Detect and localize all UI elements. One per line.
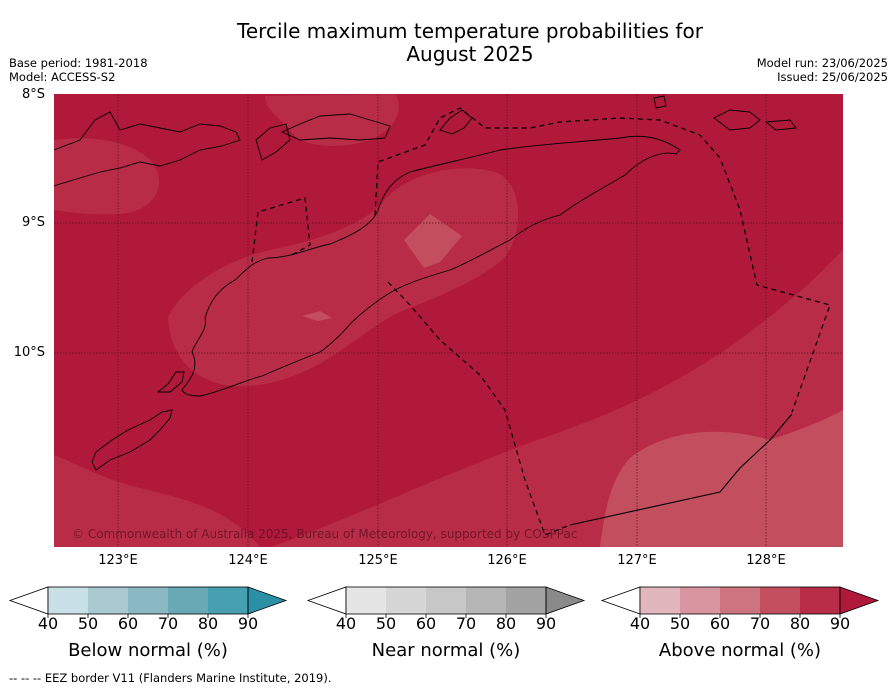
east-islands-coastline: [653, 95, 797, 131]
colorbar-below-tick-label: 50: [77, 614, 99, 633]
colorbar-above-tick-label: 40: [629, 614, 651, 633]
colorbar-near-tick-label: 90: [535, 614, 557, 633]
contour-80-north: [265, 94, 399, 146]
title-line-1: Tercile maximum temperature probabilitie…: [237, 19, 703, 43]
colorbar-near-cell: [346, 587, 386, 614]
rote-island-coastline: [156, 371, 185, 393]
colorbar-below-frame: [47, 586, 249, 615]
colorbar-below-cell: [128, 587, 168, 614]
kisar-coastline: [255, 123, 291, 161]
colorbar-near-tick-label: 60: [415, 614, 437, 633]
eez-north-border: [374, 107, 831, 413]
colorbar-above-tick-label: 70: [749, 614, 771, 633]
copyright-notice: © Commonwealth of Australia 2025, Bureau…: [72, 527, 577, 541]
colorbar-below-cell: [48, 587, 88, 614]
meta-left: Base period: 1981-2018 Model: ACCESS-S2: [9, 56, 148, 84]
colorbar-below-tick-label: 40: [37, 614, 59, 633]
lon-label-127e: 127°E: [617, 553, 657, 568]
colorbar-near-label: Near normal (%): [371, 640, 521, 661]
lon-label-128e: 128°E: [746, 553, 786, 568]
title-line-2: August 2025: [406, 42, 534, 66]
lat-label-10s: 10°S: [13, 345, 45, 360]
lon-label-126e: 126°E: [487, 553, 527, 568]
lon-label-125e: 125°E: [358, 553, 398, 568]
contour-80-northwest: [54, 138, 160, 215]
colorbar-below-cell: [88, 587, 128, 614]
colorbar-below-tick-label: 60: [117, 614, 139, 633]
lon-label-123e: 123°E: [98, 553, 138, 568]
colorbar-near-tick-label: 50: [375, 614, 397, 633]
colorbar-below-tick-label: 80: [197, 614, 219, 633]
colorbar-below-label: Below normal (%): [68, 640, 228, 661]
colorbar-near-extend-high: [545, 586, 586, 615]
colorbar-below-cell: [208, 587, 248, 614]
colorbar-near-frame: [345, 586, 547, 615]
colorbar-above-cell: [720, 587, 760, 614]
colorbar-above-tick-label: 80: [789, 614, 811, 633]
lat-label-8s: 8°S: [21, 87, 45, 102]
colorbar-above-frame: [639, 586, 841, 615]
contour-80-south: [54, 455, 260, 547]
model-name: Model: ACCESS-S2: [9, 70, 116, 84]
north-islands-coastline: [54, 111, 241, 187]
colorbar-above-label: Above normal (%): [658, 640, 822, 661]
colorbar-near-cell: [466, 587, 506, 614]
issued-date: Issued: 25/06/2025: [777, 70, 888, 84]
alor-coastline: [280, 113, 391, 141]
contour-70-southeast: [600, 410, 843, 547]
eez-west-border: [251, 197, 311, 263]
map-canvas: [54, 94, 843, 547]
eez-south-border: [387, 281, 571, 536]
colorbar-near-cell: [506, 587, 546, 614]
timor-coastline: [181, 135, 681, 397]
colorbar-above-cell: [680, 587, 720, 614]
colorbar-near-extend-low: [306, 586, 347, 615]
meta-right: Model run: 23/06/2025 Issued: 25/06/2025: [757, 56, 888, 84]
colorbar-near-tick-label: 70: [455, 614, 477, 633]
colorbar-near-tick-label: 40: [335, 614, 357, 633]
boundary-solid-line: [569, 413, 793, 526]
contour-70-small: [302, 311, 332, 321]
colorbar-below-tick-label: 70: [157, 614, 179, 633]
base-period: Base period: 1981-2018: [9, 56, 148, 70]
model-run: Model run: 23/06/2025: [756, 56, 888, 70]
colorbar-above-extend-high: [839, 586, 880, 615]
colorbar-above-cell: [760, 587, 800, 614]
colorbar-above-tick-label: 60: [709, 614, 731, 633]
colorbar-above-tick-label: 50: [669, 614, 691, 633]
colorbar-above-tick-label: 90: [829, 614, 851, 633]
colorbar-below-cell: [168, 587, 208, 614]
colorbar-below-extend-low: [8, 586, 49, 615]
colorbar-below-tick-label: 90: [237, 614, 259, 633]
eez-borders: [251, 107, 831, 536]
lon-label-124e: 124°E: [228, 553, 268, 568]
chart-title: Tercile maximum temperature probabilitie…: [0, 20, 896, 66]
colorbar-near-cell: [386, 587, 426, 614]
colorbar-near-tick-label: 80: [495, 614, 517, 633]
graticule: [54, 94, 843, 547]
colorbar-below-extend-high: [247, 586, 288, 615]
contour-70-spot: [404, 214, 462, 268]
coastlines: [54, 95, 797, 471]
sawu-island-coastline: [91, 409, 173, 471]
colorbar-above-extend-low: [600, 586, 641, 615]
colorbar-above-cell: [640, 587, 680, 614]
colorbars: [8, 586, 880, 618]
colorbar-above-cell: [800, 587, 840, 614]
colorbar-near-cell: [426, 587, 466, 614]
lat-label-9s: 9°S: [21, 215, 45, 230]
eez-footnote: -- -- -- EEZ border V11 (Flanders Marine…: [9, 671, 332, 685]
